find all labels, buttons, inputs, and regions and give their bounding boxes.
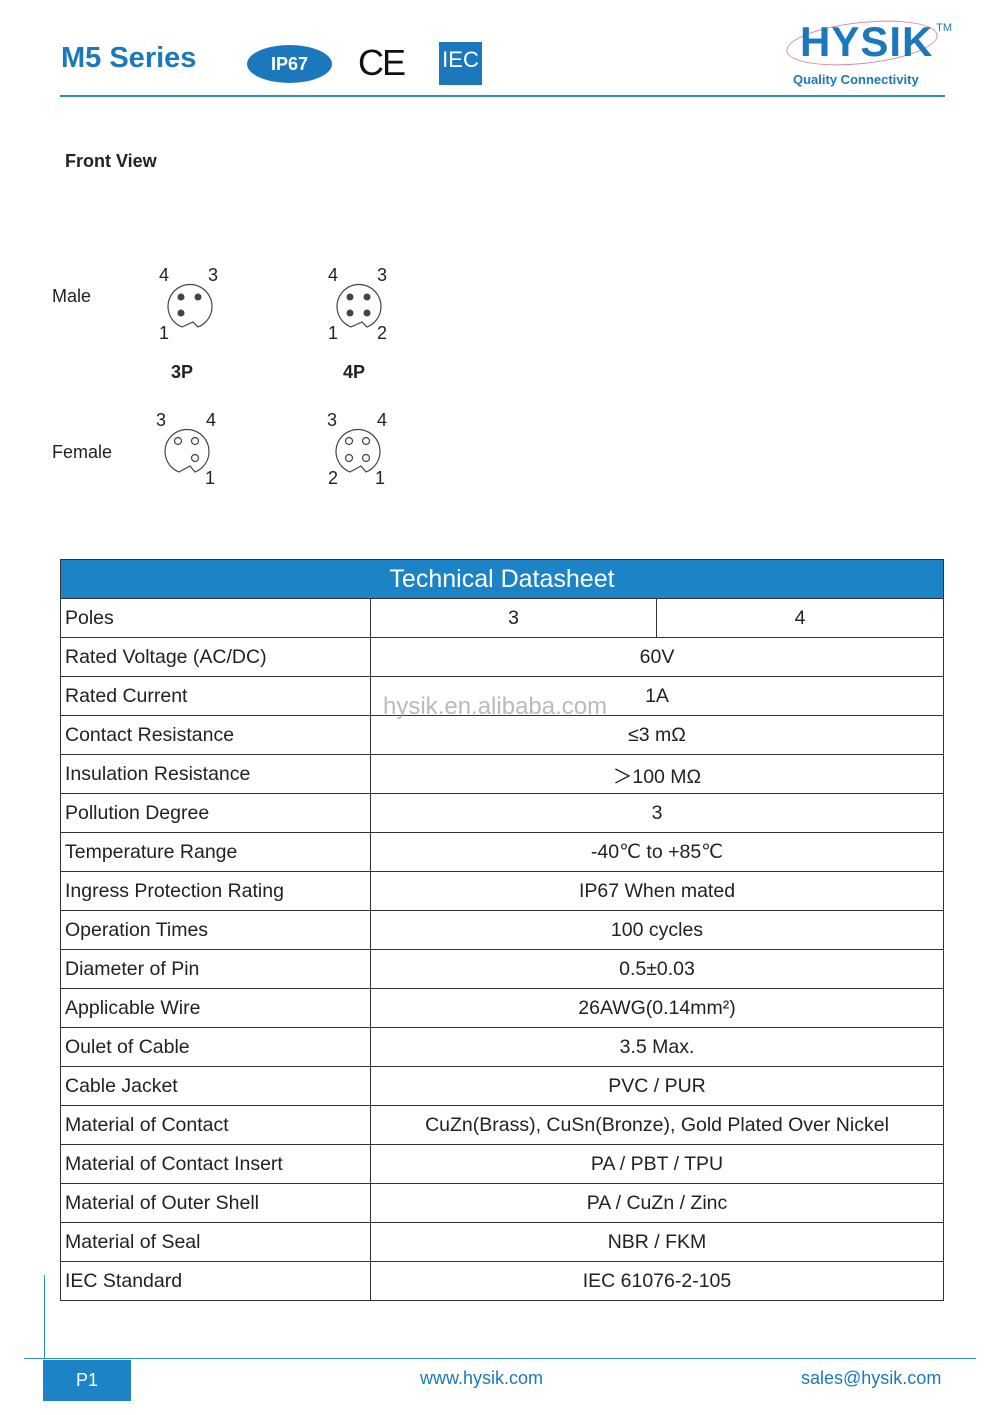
table-row: Contact Resistance ≤3 mΩ	[60, 715, 944, 755]
pin-number: 3	[327, 410, 338, 430]
spec-label: Rated Voltage (AC/DC)	[60, 637, 371, 677]
spec-value: 3	[370, 793, 944, 833]
ce-mark-icon: CE	[358, 42, 406, 83]
pin-diagrams	[164, 283, 382, 473]
female-3p-face	[164, 428, 210, 473]
spec-value: 100 cycles	[370, 910, 944, 950]
pin-number: 4	[328, 265, 339, 285]
table-row: Diameter of Pin 0.5±0.03	[60, 949, 944, 989]
spec-value: 1A	[370, 676, 944, 716]
table-row: Temperature Range -40℃ to +85℃	[60, 832, 944, 872]
spec-label: Insulation Resistance	[60, 754, 371, 794]
table-row: Poles 3 4	[60, 598, 944, 638]
spec-value: -40℃ to +85℃	[370, 832, 944, 872]
pin-number: 4	[206, 410, 217, 430]
pin-number: 4	[377, 410, 388, 430]
pin-number: 1	[328, 323, 339, 343]
pin-number: 3	[156, 410, 167, 430]
spec-label: Pollution Degree	[60, 793, 371, 833]
spec-label: Material of Outer Shell	[60, 1183, 371, 1223]
table-row: Material of Seal NBR / FKM	[60, 1222, 944, 1262]
header-divider	[60, 95, 945, 97]
female-label: Female	[52, 442, 113, 462]
spec-label: Operation Times	[60, 910, 371, 950]
spec-label: Ingress Protection Rating	[60, 871, 371, 911]
spec-value: 60V	[370, 637, 944, 677]
spec-value: 26AWG(0.14mm²)	[370, 988, 944, 1028]
pin-number: 3	[208, 265, 219, 285]
spec-value: IEC 61076-2-105	[370, 1261, 944, 1301]
spec-label: Material of Contact Insert	[60, 1144, 371, 1184]
spec-value: CuZn(Brass), CuSn(Bronze), Gold Plated O…	[370, 1105, 944, 1145]
pin-number: 2	[328, 468, 339, 488]
front-view-heading: Front View	[65, 151, 157, 171]
spec-value: 0.5±0.03	[370, 949, 944, 989]
table-row: Rated Voltage (AC/DC) 60V	[60, 637, 944, 677]
spec-label: Material of Contact	[60, 1105, 371, 1145]
table-row: Oulet of Cable 3.5 Max.	[60, 1027, 944, 1067]
female-4p-face	[335, 428, 381, 473]
table-row: IEC Standard IEC 61076-2-105	[60, 1261, 944, 1301]
spec-value: IP67 When mated	[370, 871, 944, 911]
spec-value: NBR / FKM	[370, 1222, 944, 1262]
spec-value: PVC / PUR	[370, 1066, 944, 1106]
pin-number: 4	[159, 265, 170, 285]
technical-datasheet-table: Technical Datasheet Poles 3 4 Rated Volt…	[60, 559, 944, 1301]
series-title: M5 Series	[61, 42, 197, 74]
spec-value: ≤3 mΩ	[370, 715, 944, 755]
spec-label: Rated Current	[60, 676, 371, 716]
table-row: Applicable Wire 26AWG(0.14mm²)	[60, 988, 944, 1028]
table-row: Material of Outer Shell PA / CuZn / Zinc	[60, 1183, 944, 1223]
email-link[interactable]: sales@hysik.com	[801, 1368, 942, 1388]
table-row: Pollution Degree 3	[60, 793, 944, 833]
table-title: Technical Datasheet	[60, 559, 944, 599]
hysik-logo: HYSIK TM	[784, 14, 952, 72]
male-label: Male	[52, 286, 92, 306]
type-3p-label: 3P	[171, 362, 194, 382]
type-4p-label: 4P	[343, 362, 366, 382]
footer-divider	[24, 1358, 976, 1359]
male-4p-face	[336, 283, 382, 328]
logo-tagline: Quality Connectivity	[793, 72, 919, 87]
watermark: hysik.en.alibaba.com	[383, 693, 608, 720]
spec-label: Applicable Wire	[60, 988, 371, 1028]
spec-label: Temperature Range	[60, 832, 371, 872]
table-row: Insulation Resistance ＞100 MΩ	[60, 754, 944, 794]
table-row: Operation Times 100 cycles	[60, 910, 944, 950]
spec-value: 4	[656, 598, 944, 638]
spec-value: ＞100 MΩ	[370, 754, 944, 794]
spec-value: 3.5 Max.	[370, 1027, 944, 1067]
spec-label: IEC Standard	[60, 1261, 371, 1301]
spec-label: Oulet of Cable	[60, 1027, 371, 1067]
male-3p-face	[167, 283, 213, 328]
spec-value: PA / PBT / TPU	[370, 1144, 944, 1184]
iec-mark-icon: IEC	[439, 42, 482, 85]
spec-label: Contact Resistance	[60, 715, 371, 755]
table-row: Material of Contact Insert PA / PBT / TPU	[60, 1144, 944, 1184]
footer-accent-line	[44, 1275, 45, 1359]
spec-value: 3	[370, 598, 657, 638]
spec-label: Cable Jacket	[60, 1066, 371, 1106]
spec-label: Poles	[60, 598, 371, 638]
website-link[interactable]: www.hysik.com	[420, 1368, 544, 1388]
pin-number: 3	[377, 265, 388, 285]
ip67-badge: IP67	[247, 45, 332, 83]
spec-label: Diameter of Pin	[60, 949, 371, 989]
pin-number: 1	[375, 468, 386, 488]
pin-number: 2	[377, 323, 388, 343]
pin-number: 1	[205, 468, 216, 488]
pin-number: 1	[159, 323, 170, 343]
table-row: Cable Jacket PVC / PUR	[60, 1066, 944, 1106]
spec-label: Material of Seal	[60, 1222, 371, 1262]
table-row: Ingress Protection Rating IP67 When mated	[60, 871, 944, 911]
table-row: Material of Contact CuZn(Brass), CuSn(Bro…	[60, 1105, 944, 1145]
page-number: P1	[43, 1360, 131, 1401]
spec-value: PA / CuZn / Zinc	[370, 1183, 944, 1223]
